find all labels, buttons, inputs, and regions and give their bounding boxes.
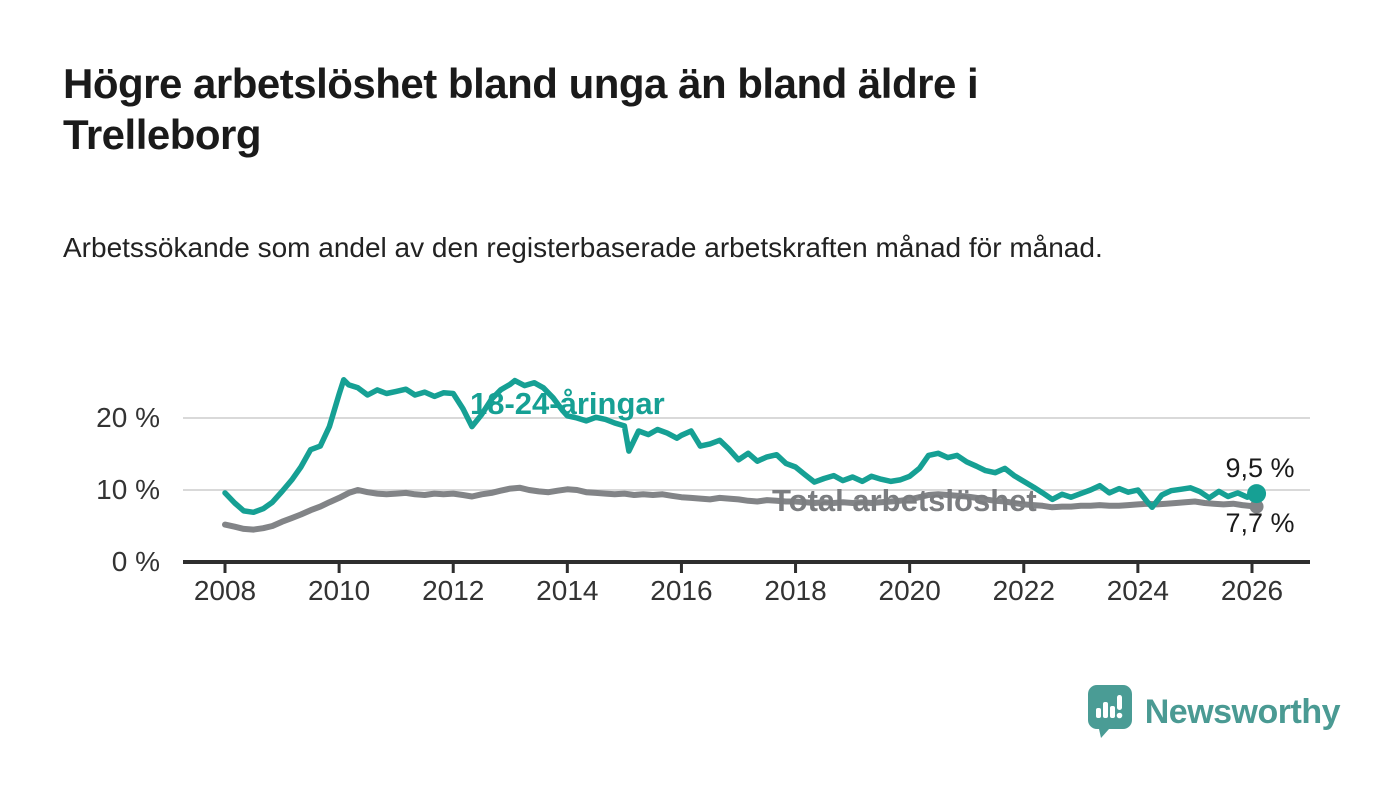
x-tick-label-2018: 2018 [764,575,826,606]
end-dot-young [1247,484,1267,504]
brand-footer: Newsworthy [1087,684,1341,740]
series-line-total [222,484,1260,533]
y-tick-label-20pct: 20 % [96,402,160,433]
y-tick-label-10pct: 10 % [96,474,160,505]
bar-chart-speech-bubble-icon [1087,685,1132,738]
series-line-young [222,377,1260,516]
chart-subtitle: Arbetssökande som andel av den registerb… [63,232,1103,263]
x-tick-label-2010: 2010 [308,575,370,606]
x-tick-label-2024: 2024 [1107,575,1169,606]
end-dot-total [1249,499,1264,514]
x-tick-label-2016: 2016 [650,575,712,606]
x-tick-label-2014: 2014 [536,575,598,606]
x-tick-label-2022: 2022 [993,575,1055,606]
y-tick-label-0pct: 0 % [112,546,160,577]
x-tick-label-2020: 2020 [879,575,941,606]
x-tick-label-2012: 2012 [422,575,484,606]
x-tick-label-2008: 2008 [194,575,256,606]
page-title: Högre arbetslöshet bland unga än bland ä… [63,60,979,159]
x-tick-label-2026: 2026 [1221,575,1283,606]
brand-name: Newsworthy [1144,692,1341,731]
